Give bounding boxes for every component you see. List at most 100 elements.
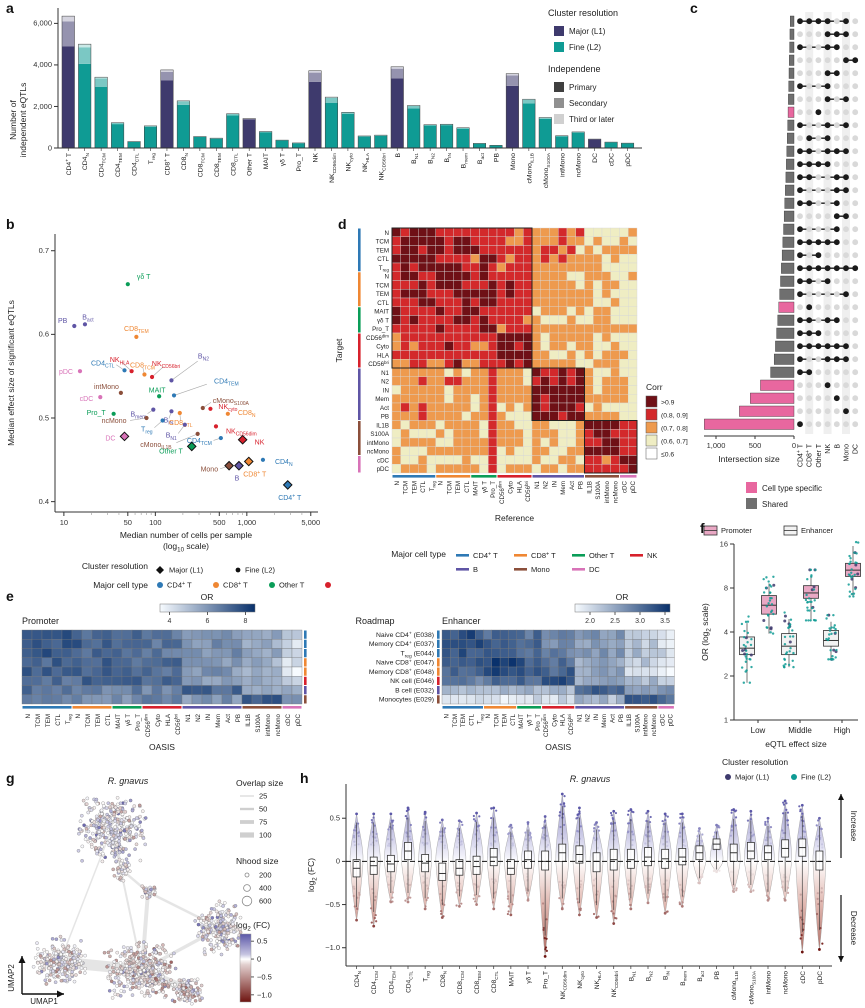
svg-text:Other T: Other T — [279, 581, 305, 590]
svg-text:γδ T: γδ T — [125, 714, 132, 726]
svg-text:Increase: Increase — [849, 811, 858, 842]
svg-text:1,000: 1,000 — [237, 518, 256, 527]
svg-text:Other T: Other T — [247, 153, 254, 176]
svg-text:cDC: cDC — [285, 713, 292, 726]
svg-text:N: N — [25, 714, 32, 718]
svg-text:(0.7, 0.8]: (0.7, 0.8] — [661, 426, 688, 433]
svg-text:CD4TCM: CD4TCM — [371, 971, 379, 994]
svg-text:Pro_T: Pro_T — [535, 714, 542, 731]
svg-text:CD56bri: CD56bri — [368, 360, 389, 368]
svg-text:6,000: 6,000 — [33, 19, 52, 28]
svg-text:IL1B: IL1B — [376, 422, 389, 429]
svg-text:Other T: Other T — [589, 551, 615, 560]
svg-text:BIN: BIN — [164, 417, 174, 426]
svg-text:Cluster resolution: Cluster resolution — [82, 561, 148, 571]
svg-text:Mem: Mem — [560, 481, 567, 495]
svg-text:0: 0 — [257, 955, 261, 964]
svg-text:cMonoS100A: cMonoS100A — [213, 398, 250, 407]
svg-text:B: B — [473, 565, 478, 574]
svg-text:CD8CTL: CD8CTL — [491, 971, 499, 993]
svg-text:pDC: pDC — [625, 153, 632, 167]
svg-text:8: 8 — [724, 583, 728, 592]
svg-text:intMono: intMono — [94, 384, 119, 391]
svg-text:4: 4 — [724, 627, 728, 636]
svg-text:Mono: Mono — [531, 565, 550, 574]
svg-text:CD8TEM: CD8TEM — [124, 326, 149, 335]
boxplot-or-by-effect-size: 1 2 4 8 16 OR (log2 scale) Low Middle High eQTL e… — [700, 525, 861, 782]
svg-text:HLA: HLA — [377, 352, 390, 359]
svg-text:N: N — [394, 481, 401, 485]
svg-text:CD8+ T: CD8+ T — [805, 443, 813, 467]
panel-h-violin: R. gnavus 0.5 0 −0.5 −1.0 log2 (FC) CD4N CD4TCM… — [300, 770, 865, 1008]
svg-text:Enhancer: Enhancer — [801, 526, 834, 535]
scatter-effect-size-vs-cells: 0.4 0.5 0.6 0.7 10 50 100 500 1,000 5,000 Median e… — [6, 234, 345, 604]
svg-text:S100A: S100A — [595, 480, 602, 499]
svg-text:TCM: TCM — [35, 714, 42, 727]
svg-text:cMonoIL1B: cMonoIL1B — [731, 971, 739, 1000]
panel-a-eqtl-barchart: 0 2,000 4,000 6,000 Number of independent eQT… — [0, 0, 688, 219]
svg-text:100: 100 — [259, 831, 272, 840]
boxplot-or: 1 2 4 8 16 OR (log2 scale) Low Middle High eQTL e… — [700, 539, 861, 749]
svg-text:Promoter: Promoter — [22, 616, 59, 626]
svg-text:cMonoS100A: cMonoS100A — [748, 970, 756, 1004]
svg-text:CD4+ T: CD4+ T — [278, 493, 302, 501]
svg-text:MAIT: MAIT — [115, 714, 122, 729]
svg-text:0.6: 0.6 — [39, 330, 49, 339]
svg-text:CTL: CTL — [468, 713, 475, 725]
svg-text:DC: DC — [592, 153, 599, 163]
svg-text:Monocytes (E029): Monocytes (E029) — [379, 697, 434, 704]
svg-text:CD8TCM: CD8TCM — [130, 363, 155, 372]
svg-text:OASIS: OASIS — [545, 742, 571, 752]
svg-text:HLA: HLA — [516, 480, 523, 493]
svg-text:CD4TCM: CD4TCM — [99, 153, 108, 177]
svg-text:Bmem: Bmem — [461, 153, 470, 168]
svg-text:Bmem: Bmem — [680, 971, 688, 986]
svg-text:cMonoIL1B: cMonoIL1B — [526, 153, 535, 183]
svg-text:OASIS: OASIS — [149, 742, 175, 752]
svg-text:BN2: BN2 — [646, 971, 654, 982]
svg-text:N: N — [438, 481, 445, 485]
svg-text:CTL: CTL — [510, 713, 517, 725]
svg-text:CTL: CTL — [464, 480, 471, 492]
svg-text:−1.0: −1.0 — [325, 943, 340, 952]
svg-text:BIN: BIN — [444, 153, 453, 163]
svg-text:intMono: intMono — [367, 440, 390, 447]
panel-label-f: f — [700, 520, 705, 536]
svg-text:TCM: TCM — [452, 714, 459, 727]
svg-text:25: 25 — [259, 792, 267, 801]
svg-text:MAIT: MAIT — [508, 971, 515, 987]
svg-text:PB: PB — [618, 714, 625, 722]
svg-text:CD4CTL: CD4CTL — [132, 153, 141, 176]
svg-text:NK: NK — [313, 153, 320, 163]
svg-text:BN1: BN1 — [628, 971, 636, 982]
svg-text:pDC: pDC — [817, 971, 824, 984]
annotations-increase-decrease: Increase Decrease — [838, 794, 858, 962]
svg-text:N: N — [485, 714, 492, 718]
svg-text:γδ T: γδ T — [137, 274, 151, 281]
svg-text:independent eQTLs: independent eQTLs — [18, 83, 28, 158]
roadmap-labels: Roadmap Naive CD4+ (E038) Memory CD4+ (E03… — [304, 616, 440, 704]
svg-text:B: B — [834, 444, 841, 449]
svg-text:CD8TEM: CD8TEM — [474, 971, 482, 994]
svg-text:Treg: Treg — [141, 427, 153, 436]
svg-text:S100A: S100A — [255, 713, 262, 732]
svg-text:γδ T: γδ T — [481, 481, 488, 493]
svg-text:pDC: pDC — [295, 713, 302, 726]
svg-text:400: 400 — [259, 884, 272, 893]
svg-text:IN: IN — [205, 714, 212, 720]
svg-text:TCM: TCM — [493, 714, 500, 727]
svg-text:CD8+ T: CD8+ T — [243, 470, 267, 478]
svg-text:ncMono: ncMono — [651, 713, 658, 736]
svg-text:TCM: TCM — [446, 481, 453, 494]
svg-text:pDC: pDC — [377, 466, 390, 473]
legend-nhood-size: Nhood size 200 400 600 — [236, 856, 279, 907]
svg-text:NKcyto: NKcyto — [577, 971, 585, 989]
svg-text:N: N — [75, 714, 82, 718]
svg-text:N2: N2 — [381, 379, 389, 386]
svg-text:Act: Act — [225, 714, 232, 723]
svg-text:Median effect size of signific: Median effect size of significant eQTLs — [6, 300, 16, 446]
svg-text:CD4TEM: CD4TEM — [214, 378, 239, 387]
svg-text:cDC: cDC — [609, 153, 616, 166]
